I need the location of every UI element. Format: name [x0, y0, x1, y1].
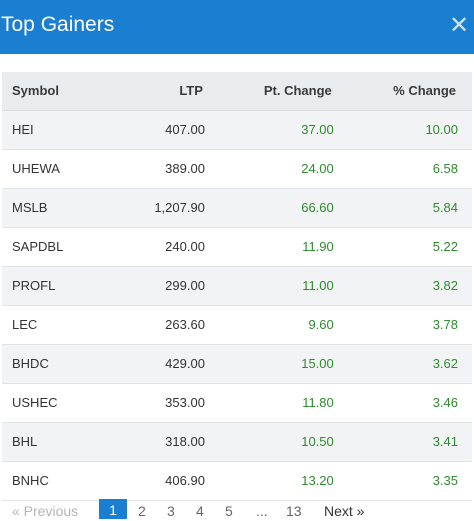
- table-row[interactable]: BHDC 429.00 15.00 3.62: [2, 344, 472, 383]
- cell-pct-change: 3.78: [432, 317, 458, 332]
- cell-pct-change: 10.00: [425, 122, 458, 137]
- cell-pct-change: 3.62: [432, 356, 458, 371]
- cell-pct-change: 5.84: [432, 200, 458, 215]
- cell-pct-change: 3.41: [432, 434, 458, 449]
- page-link-3[interactable]: 3: [167, 503, 175, 519]
- table-row[interactable]: HEI 407.00 37.00 10.00: [2, 110, 472, 149]
- cell-ltp: 263.60: [165, 317, 205, 332]
- table-row[interactable]: SAPDBL 240.00 11.90 5.22: [2, 227, 472, 266]
- cell-ltp: 429.00: [165, 356, 205, 371]
- table-header-row: Symbol LTP Pt. Change % Change: [2, 72, 472, 111]
- cell-symbol[interactable]: BNHC: [12, 473, 49, 488]
- cell-symbol[interactable]: BHDC: [12, 356, 49, 371]
- table-row[interactable]: BNHC 406.90 13.20 3.35: [2, 461, 472, 500]
- close-icon[interactable]: ✕: [448, 12, 470, 39]
- page-link-1[interactable]: 1: [99, 499, 127, 519]
- cell-symbol[interactable]: USHEC: [12, 395, 58, 410]
- table-row[interactable]: UHEWA 389.00 24.00 6.58: [2, 149, 472, 188]
- cell-ltp: 299.00: [165, 278, 205, 293]
- cell-pt-change: 66.60: [301, 200, 334, 215]
- table-row[interactable]: USHEC 353.00 11.80 3.46: [2, 383, 472, 422]
- page-link-4[interactable]: 4: [196, 503, 204, 519]
- cell-pt-change: 37.00: [301, 122, 334, 137]
- column-header-pct-change[interactable]: % Change: [333, 72, 472, 111]
- table-row[interactable]: MSLB 1,207.90 66.60 5.84: [2, 188, 472, 227]
- cell-pct-change: 5.22: [432, 239, 458, 254]
- cell-ltp: 406.90: [165, 473, 205, 488]
- next-page-link[interactable]: Next »: [324, 503, 365, 519]
- cell-pt-change: 15.00: [301, 356, 334, 371]
- cell-symbol[interactable]: BHL: [12, 434, 38, 449]
- cell-ltp: 318.00: [165, 434, 205, 449]
- cell-symbol[interactable]: HEI: [12, 122, 34, 137]
- column-header-ltp[interactable]: LTP: [117, 72, 205, 111]
- cell-pt-change: 13.20: [301, 473, 334, 488]
- cell-symbol[interactable]: UHEWA: [12, 161, 60, 176]
- cell-pct-change: 6.58: [432, 161, 458, 176]
- cell-symbol[interactable]: SAPDBL: [12, 239, 64, 254]
- cell-ltp: 353.00: [165, 395, 205, 410]
- cell-pt-change: 11.00: [302, 278, 334, 293]
- cell-pct-change: 3.82: [432, 278, 458, 293]
- column-header-pt-change[interactable]: Pt. Change: [204, 72, 334, 111]
- cell-symbol[interactable]: MSLB: [12, 200, 48, 215]
- cell-ltp: 389.00: [165, 161, 205, 176]
- page-link-13[interactable]: 13: [286, 503, 302, 519]
- cell-pct-change: 3.46: [432, 395, 458, 410]
- page-link-2[interactable]: 2: [138, 503, 146, 519]
- gainers-table: Symbol LTP Pt. Change % Change HEI 407.0…: [2, 72, 472, 501]
- cell-ltp: 407.00: [165, 122, 205, 137]
- previous-page-link[interactable]: « Previous: [12, 503, 79, 519]
- cell-pt-change: 11.80: [302, 395, 334, 410]
- page-link-5[interactable]: 5: [225, 503, 233, 519]
- cell-ltp: 1,207.90: [154, 200, 205, 215]
- pagination-ellipsis: ...: [256, 503, 268, 519]
- table-row[interactable]: LEC 263.60 9.60 3.78: [2, 305, 472, 344]
- cell-ltp: 240.00: [165, 239, 205, 254]
- modal-title: Top Gainers: [1, 13, 115, 36]
- table-row[interactable]: BHL 318.00 10.50 3.41: [2, 422, 472, 461]
- cell-pt-change: 11.90: [302, 239, 334, 254]
- cell-pct-change: 3.35: [432, 473, 458, 488]
- cell-symbol[interactable]: PROFL: [12, 278, 56, 293]
- column-header-symbol[interactable]: Symbol: [2, 72, 118, 111]
- cell-pt-change: 9.60: [308, 317, 334, 332]
- table-row[interactable]: PROFL 299.00 11.00 3.82: [2, 266, 472, 305]
- cell-pt-change: 24.00: [301, 161, 334, 176]
- modal-header: Top Gainers ✕: [0, 0, 474, 54]
- pagination: « Previous 1 2 3 4 5 ... 13 Next »: [0, 499, 474, 519]
- cell-pt-change: 10.50: [301, 434, 334, 449]
- cell-symbol[interactable]: LEC: [12, 317, 38, 332]
